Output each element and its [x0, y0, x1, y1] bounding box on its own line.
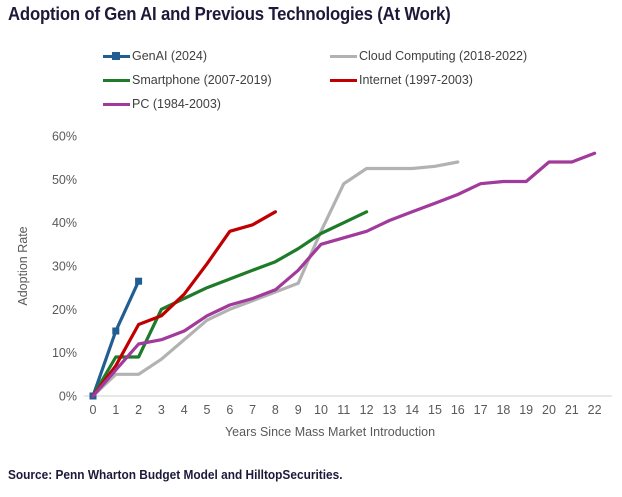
legend-label-genai: GenAI (2024)	[132, 49, 208, 63]
cloud-line-swatch-icon	[330, 54, 357, 58]
series-line-smartphone	[91, 210, 369, 398]
series-line-cloud	[91, 160, 460, 398]
x-tick-label: 6	[226, 403, 233, 417]
x-tick-label: 11	[337, 403, 350, 417]
x-tick-label: 15	[428, 403, 442, 417]
genai-line-swatch-icon	[103, 52, 130, 60]
y-axis-title: Adoption Rate	[16, 226, 30, 305]
x-tick-label: 2	[135, 403, 142, 417]
x-tick-label: 5	[204, 403, 211, 417]
y-tick-label: 20%	[52, 303, 77, 317]
x-tick-label: 18	[496, 403, 510, 417]
legend-item-pc: PC (1984-2003)	[103, 97, 330, 111]
x-tick-label: 3	[158, 403, 165, 417]
legend-label-smartphone: Smartphone (2007-2019)	[132, 73, 272, 87]
x-tick-label: 20	[542, 403, 556, 417]
y-tick-label: 0%	[59, 390, 77, 404]
legend-item-cloud: Cloud Computing (2018-2022)	[330, 49, 527, 63]
x-tick-label: 17	[474, 403, 488, 417]
smartphone-line-swatch-icon	[103, 78, 130, 82]
x-tick-label: 9	[295, 403, 302, 417]
legend-item-genai: GenAI (2024)	[103, 49, 330, 63]
x-tick-label: 0	[90, 403, 97, 417]
series-marker-genai	[112, 327, 120, 335]
legend-label-internet: Internet (1997-2003)	[359, 73, 473, 87]
x-tick-label: 22	[588, 403, 602, 417]
x-tick-label: 21	[565, 403, 579, 417]
chart-title: Adoption of Gen AI and Previous Technolo…	[8, 4, 451, 24]
y-tick-label: 50%	[52, 173, 77, 187]
y-tick-label: 40%	[52, 216, 77, 230]
legend-item-internet: Internet (1997-2003)	[330, 73, 527, 87]
series-marker-genai	[135, 277, 143, 285]
pc-line-swatch-icon	[103, 102, 130, 106]
x-axis-title: Years Since Mass Market Introduction	[225, 425, 435, 439]
source-note: Source: Penn Wharton Budget Model and Hi…	[8, 468, 343, 482]
x-tick-label: 19	[519, 403, 533, 417]
y-tick-label: 10%	[52, 346, 77, 360]
y-tick-label: 30%	[52, 260, 77, 274]
series-line-internet	[91, 210, 277, 398]
x-tick-label: 16	[451, 403, 465, 417]
x-tick-label: 7	[249, 403, 256, 417]
chart-legend: GenAI (2024) Cloud Computing (2018-2022) S…	[103, 49, 527, 111]
x-tick-label: 4	[181, 403, 188, 417]
x-tick-label: 1	[112, 403, 119, 417]
x-tick-label: 14	[405, 403, 419, 417]
legend-item-smartphone: Smartphone (2007-2019)	[103, 73, 330, 87]
x-tick-label: 8	[272, 403, 279, 417]
internet-line-swatch-icon	[330, 78, 357, 82]
x-tick-label: 10	[314, 403, 328, 417]
y-tick-label: 60%	[52, 130, 77, 144]
genai-square-marker-icon	[112, 52, 120, 60]
x-tick-label: 12	[360, 403, 374, 417]
legend-label-pc: PC (1984-2003)	[132, 97, 221, 111]
legend-label-cloud: Cloud Computing (2018-2022)	[359, 49, 528, 63]
series-line-pc	[91, 151, 597, 398]
x-tick-label: 13	[382, 403, 396, 417]
